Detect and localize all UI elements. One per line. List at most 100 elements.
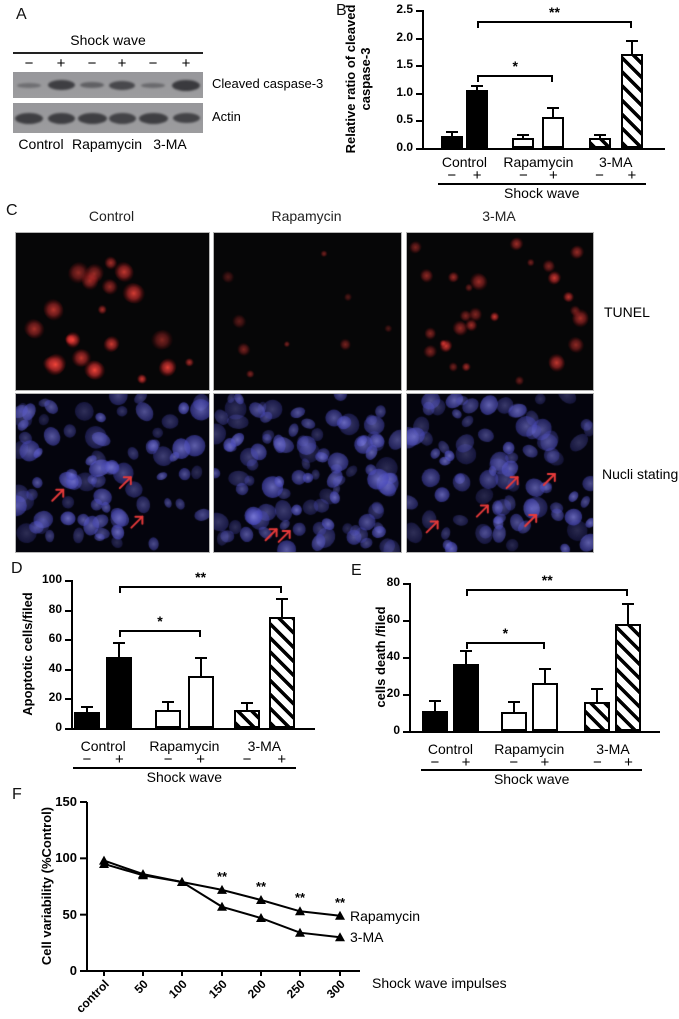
blot-strip-actin: [13, 103, 203, 133]
y-tick-label: 50: [62, 906, 77, 922]
y-tick: [403, 583, 409, 585]
lane-sign: −: [24, 55, 34, 72]
y-tick-label: 60: [48, 631, 62, 646]
error-bar-stem: [596, 687, 599, 703]
y-tick-label: 20: [48, 690, 62, 705]
group-label-3-ma: 3-MA: [598, 154, 633, 170]
x-axis: [71, 728, 315, 730]
series-label-3-ma: 3-MA: [350, 929, 384, 946]
blot-row-label: Cleaved caspase-3: [212, 76, 324, 91]
bar-3-ma-minus: [584, 702, 611, 731]
y-tick: [65, 580, 71, 582]
bar-control-minus: [440, 135, 463, 148]
marker-triangle: [217, 884, 227, 894]
y-tick: [403, 620, 409, 622]
panel-label-e: E: [351, 562, 363, 579]
bar-rapamycin-minus: [155, 710, 182, 728]
marker-triangle: [295, 927, 305, 937]
shock-wave-underline: [437, 183, 646, 185]
blot-group-label-control: Control: [18, 136, 64, 152]
error-bar-cap: [517, 134, 530, 137]
x-axis-title: Shock wave impulses: [372, 975, 507, 991]
condition-sign: +: [540, 754, 550, 771]
bar-control-minus: [421, 710, 448, 731]
shock-wave-label: Shock wave: [504, 185, 580, 201]
condition-sign: +: [461, 754, 471, 771]
blot-group-label-3-ma: 3-MA: [153, 136, 187, 152]
panel-c-microscopy: Control Rapamycin 3-MA TUNEL Nucli stating: [0, 200, 679, 555]
sig-bracket-tick: [629, 21, 632, 29]
error-bar-stem: [118, 642, 121, 657]
shock-wave-header: Shock wave: [70, 32, 146, 48]
blot-band: [80, 82, 104, 88]
y-tick-label: 1.0: [396, 84, 413, 99]
panel-label-a: A: [16, 6, 28, 23]
tunel-image-3-ma: [406, 232, 594, 391]
bar-3-ma-minus: [588, 138, 611, 148]
error-bar-stem: [167, 701, 170, 711]
y-tick-label: 40: [48, 660, 62, 675]
nuclei-stain-image-3-ma: [406, 393, 594, 553]
error-bar-stem: [627, 603, 630, 624]
column-header-rapamycin: Rapamycin: [271, 208, 342, 224]
y-axis: [71, 580, 73, 730]
nuclei-stain-image-rapamycin: [213, 393, 402, 553]
y-tick-label: 0: [69, 963, 77, 978]
y-tick-label: 0.5: [396, 112, 413, 127]
shock-wave-label: Shock wave: [146, 769, 223, 785]
marker-triangle: [335, 932, 345, 942]
sig-bracket-tick: [542, 642, 545, 650]
error-bar-cap: [547, 107, 560, 110]
y-tick: [65, 698, 71, 701]
error-bar-stem: [630, 40, 633, 55]
sig-bracket-line: [477, 75, 554, 78]
marker-triangle: [295, 906, 305, 916]
y-tick-label: 2.5: [396, 2, 413, 16]
y-axis-title: Cell variability (%Control): [38, 806, 54, 966]
group-label-3-ma: 3-MA: [596, 741, 630, 757]
sig-bracket-tick: [626, 588, 629, 596]
error-bar-stem: [476, 84, 479, 91]
y-axis-title: Apoptotic cells/filed: [19, 592, 35, 716]
group-label-rapamycin: Rapamycin: [503, 154, 574, 170]
panel-label-b: B: [336, 2, 348, 19]
condition-sign: +: [472, 167, 482, 184]
sig-label: **: [294, 890, 306, 906]
blot-band: [138, 112, 168, 124]
y-axis: [422, 10, 424, 150]
header-underline: [13, 52, 203, 54]
group-label-control: Control: [441, 154, 487, 170]
condition-sign: −: [447, 167, 457, 184]
error-bar-stem: [552, 107, 555, 117]
error-bar-cap: [591, 687, 604, 690]
bar-control-plus: [106, 656, 133, 728]
condition-sign: −: [430, 754, 440, 771]
y-tick: [416, 10, 422, 12]
y-tick-label: 0: [55, 720, 62, 734]
sig-bracket-line: [119, 630, 201, 633]
blot-band: [141, 82, 165, 88]
marker-triangle: [335, 910, 345, 920]
y-tick: [416, 120, 422, 123]
x-axis: [422, 148, 665, 150]
bar-rapamycin-plus: [187, 676, 214, 728]
shock-wave-underline: [420, 769, 643, 771]
error-bar-cap: [471, 84, 484, 87]
group-label-control: Control: [427, 741, 473, 757]
error-bar-cap: [162, 701, 175, 704]
error-bar-stem: [464, 649, 467, 665]
sig-bracket-line: [465, 642, 545, 645]
y-tick: [416, 37, 422, 40]
bar-3-ma-plus: [620, 54, 643, 148]
y-tick: [65, 609, 71, 612]
y-tick-label: 2.0: [396, 29, 413, 44]
sig-bracket-tick: [551, 75, 554, 83]
error-bar-cap: [507, 701, 520, 704]
error-bar-stem: [85, 705, 88, 712]
error-bar-stem: [433, 699, 436, 711]
error-bar-cap: [80, 705, 93, 708]
lane-sign: −: [148, 55, 158, 72]
sig-bracket-tick: [198, 630, 201, 638]
error-bar-cap: [275, 597, 288, 600]
condition-sign: −: [518, 167, 528, 184]
